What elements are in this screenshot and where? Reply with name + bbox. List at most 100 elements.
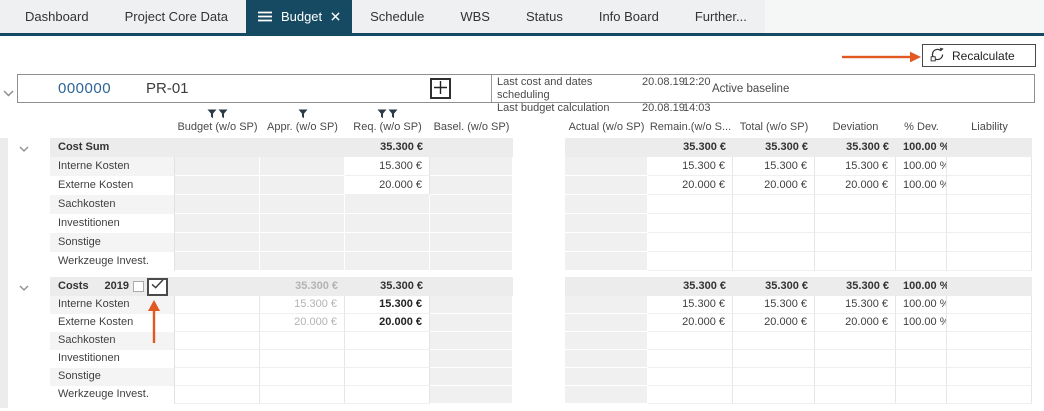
cell-remain[interactable]: [648, 332, 733, 350]
cell-pct[interactable]: [896, 350, 947, 368]
column-header[interactable]: Liability: [947, 121, 1032, 136]
cell-liability[interactable]: [947, 386, 1032, 404]
table-row[interactable]: Sonstige: [50, 233, 1032, 252]
cell-remain[interactable]: 20.000 €: [648, 176, 733, 195]
cell-deviation[interactable]: [815, 350, 896, 368]
cell-liability[interactable]: [947, 296, 1032, 314]
row-label[interactable]: Werkzeuge Invest.: [50, 386, 175, 404]
cell-budget[interactable]: [175, 332, 260, 350]
approval-checkbox-checked[interactable]: [147, 277, 168, 296]
cell-req[interactable]: [345, 332, 430, 350]
cell-deviation[interactable]: [815, 386, 896, 404]
tab-status[interactable]: Status: [508, 0, 581, 33]
cell-appr[interactable]: [260, 332, 345, 350]
table-row[interactable]: Interne Kosten 15.300 €15.300 €15.300 €15…: [50, 157, 1032, 176]
filter-funnel-icon[interactable]: [388, 109, 398, 120]
cell-req[interactable]: [345, 350, 430, 368]
cell-deviation[interactable]: 20.000 €: [815, 314, 896, 332]
tab-info-board[interactable]: Info Board: [581, 0, 677, 33]
column-header[interactable]: Appr. (w/o SP): [260, 109, 345, 136]
cell-deviation[interactable]: 15.300 €: [815, 157, 896, 176]
table-row[interactable]: Investitionen: [50, 350, 1032, 368]
cell-remain[interactable]: 20.000 €: [648, 314, 733, 332]
cell-budget[interactable]: [175, 368, 260, 386]
column-header[interactable]: Req. (w/o SP): [345, 109, 430, 136]
cell-deviation[interactable]: 15.300 €: [815, 296, 896, 314]
recalculate-button[interactable]: Recalculate: [922, 44, 1036, 67]
cell-appr[interactable]: [260, 350, 345, 368]
filter-icons[interactable]: [377, 109, 398, 120]
cell-total[interactable]: 15.300 €: [733, 296, 815, 314]
cell-deviation[interactable]: [815, 214, 896, 233]
cell-liability[interactable]: [947, 332, 1032, 350]
tab-wbs[interactable]: WBS: [442, 0, 508, 33]
project-number[interactable]: 000000: [58, 80, 112, 97]
group-chevron-down-icon[interactable]: [19, 282, 29, 294]
cell-deviation[interactable]: [815, 233, 896, 252]
cell-total[interactable]: [733, 350, 815, 368]
column-header[interactable]: Total (w/o SP): [733, 121, 815, 136]
cell-total[interactable]: [733, 368, 815, 386]
cell-remain[interactable]: [648, 350, 733, 368]
row-label[interactable]: Investitionen: [50, 214, 175, 233]
tab-budget[interactable]: Budget: [245, 0, 353, 33]
cell-liability[interactable]: [947, 252, 1032, 271]
table-row[interactable]: Werkzeuge Invest.: [50, 252, 1032, 271]
table-row[interactable]: Investitionen: [50, 214, 1032, 233]
table-row[interactable]: Externe Kosten 20.000 €20.000 €20.000 €20…: [50, 314, 1032, 332]
group-chevron-down-icon[interactable]: [19, 143, 29, 155]
cell-total[interactable]: 15.300 €: [733, 157, 815, 176]
cell-total[interactable]: 20.000 €: [733, 314, 815, 332]
cell-remain[interactable]: [648, 214, 733, 233]
cell-remain[interactable]: [648, 386, 733, 404]
row-label[interactable]: Externe Kosten: [50, 176, 175, 195]
filter-funnel-icon[interactable]: [298, 109, 308, 120]
cell-budget[interactable]: [175, 350, 260, 368]
table-row[interactable]: Sonstige: [50, 368, 1032, 386]
group-header-row[interactable]: Costs 2019 35.300 €35.300 €35.300 €35.30…: [50, 277, 1032, 296]
cell-req[interactable]: 15.300 €: [345, 157, 430, 176]
table-row[interactable]: Sachkosten: [50, 332, 1032, 350]
table-row[interactable]: Externe Kosten 20.000 €20.000 €20.000 €20…: [50, 176, 1032, 195]
cell-liability[interactable]: [947, 350, 1032, 368]
cell-budget[interactable]: [175, 296, 260, 314]
filter-icons[interactable]: [298, 109, 308, 120]
column-header[interactable]: Deviation: [815, 121, 896, 136]
column-header[interactable]: Remain.(w/o S...: [648, 121, 733, 136]
row-label[interactable]: Externe Kosten: [50, 314, 175, 332]
cell-deviation[interactable]: [815, 252, 896, 271]
cell-total[interactable]: [733, 332, 815, 350]
close-icon[interactable]: [331, 12, 340, 21]
cell-total[interactable]: 20.000 €: [733, 176, 815, 195]
row-label[interactable]: Sonstige: [50, 233, 175, 252]
cell-total[interactable]: [733, 233, 815, 252]
column-header[interactable]: Actual (w/o SP): [565, 121, 648, 136]
column-header[interactable]: Basel. (w/o SP): [430, 121, 513, 136]
cell-total[interactable]: [733, 252, 815, 271]
cell-deviation[interactable]: [815, 195, 896, 214]
cell-appr[interactable]: [260, 368, 345, 386]
tab-further[interactable]: Further...: [677, 0, 765, 33]
cell-liability[interactable]: [947, 214, 1032, 233]
cell-pct[interactable]: 100.00 %: [896, 176, 947, 195]
project-chevron-down-icon[interactable]: [3, 84, 14, 102]
cell-liability[interactable]: [947, 368, 1032, 386]
filter-funnel-icon[interactable]: [377, 109, 387, 120]
table-row[interactable]: Interne Kosten 15.300 €15.300 €15.300 €15…: [50, 296, 1032, 314]
row-label[interactable]: Interne Kosten: [50, 157, 175, 176]
cell-budget[interactable]: [175, 386, 260, 404]
cell-deviation[interactable]: [815, 368, 896, 386]
cell-pct[interactable]: 100.00 %: [896, 314, 947, 332]
cell-total[interactable]: [733, 214, 815, 233]
cell-pct[interactable]: [896, 252, 947, 271]
filter-funnel-icon[interactable]: [218, 109, 228, 120]
cell-liability[interactable]: [947, 176, 1032, 195]
cell-liability[interactable]: [947, 233, 1032, 252]
tab-schedule[interactable]: Schedule: [352, 0, 442, 33]
cell-total[interactable]: [733, 195, 815, 214]
menu-icon[interactable]: [257, 11, 272, 22]
row-label[interactable]: Sachkosten: [50, 195, 175, 214]
cell-liability[interactable]: [947, 314, 1032, 332]
cell-remain[interactable]: [648, 368, 733, 386]
row-label[interactable]: Sachkosten: [50, 332, 175, 350]
